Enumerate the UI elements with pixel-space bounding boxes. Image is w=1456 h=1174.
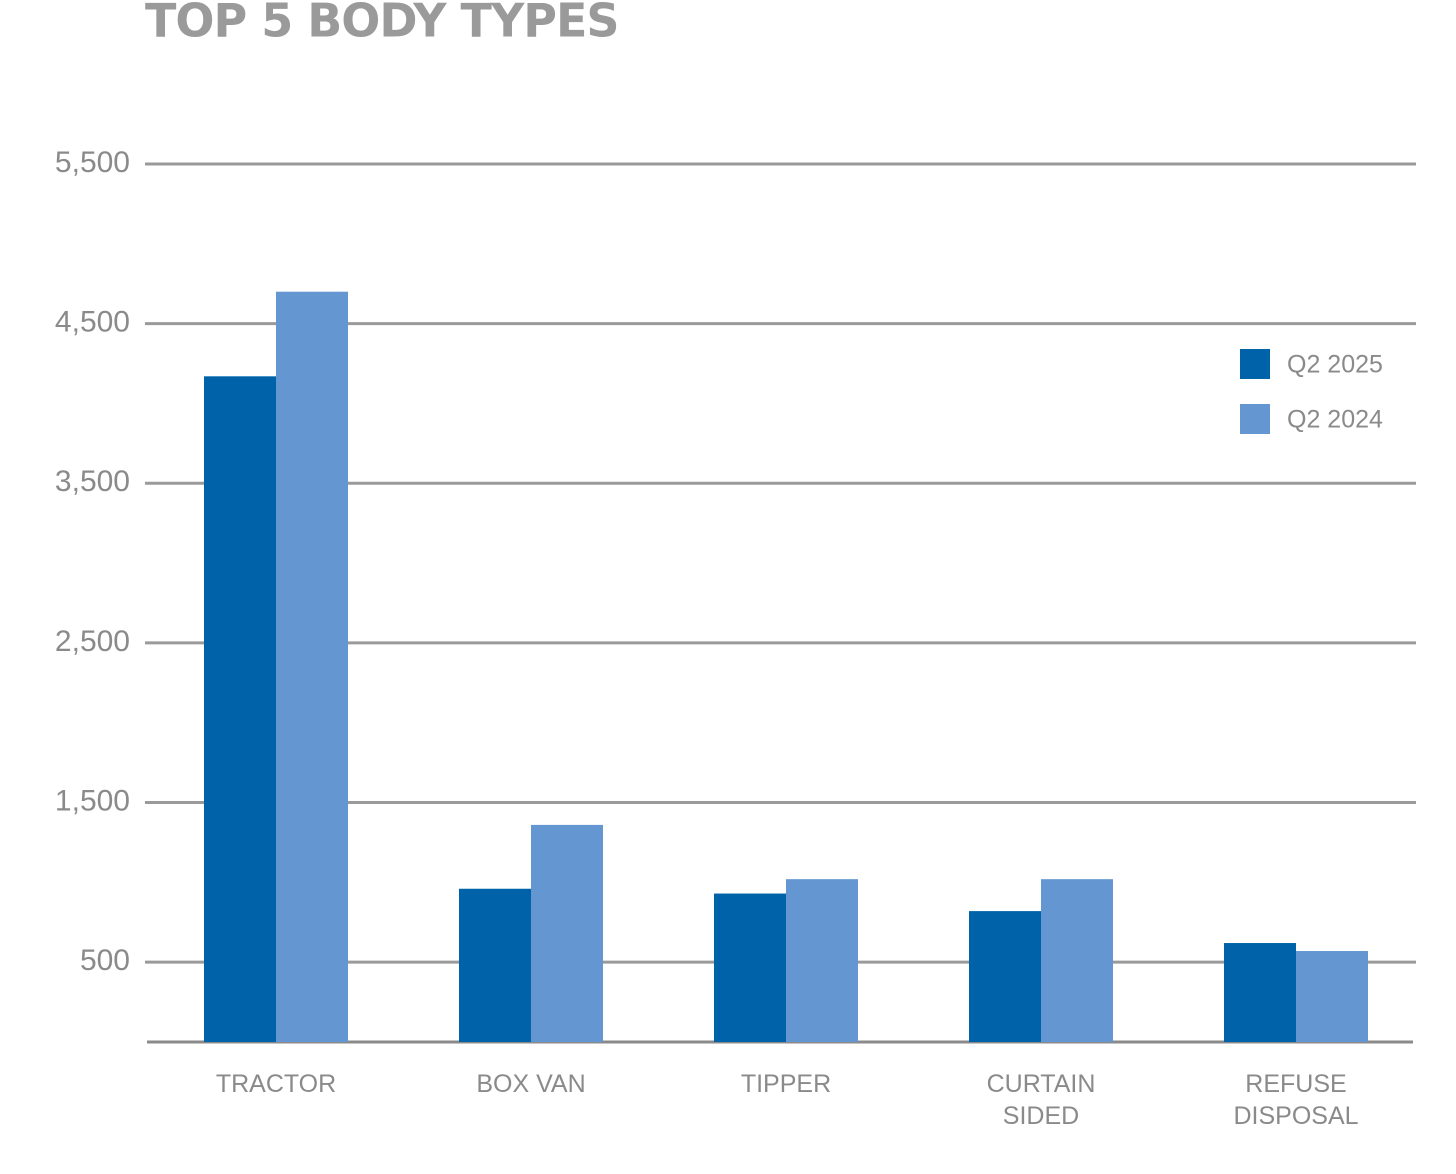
- bar: [786, 879, 858, 1042]
- bar: [531, 824, 603, 1042]
- x-tick-label: TRACTOR: [215, 1070, 337, 1098]
- y-tick-label: 5,500: [55, 146, 130, 179]
- bar: [1041, 879, 1113, 1042]
- bar: [1224, 943, 1296, 1042]
- legend-swatch: [1240, 404, 1270, 434]
- bar: [204, 376, 276, 1042]
- y-tick-label: 3,500: [55, 465, 130, 498]
- legend-label: Q2 2025: [1287, 351, 1383, 379]
- y-tick-label: 500: [80, 944, 130, 977]
- y-tick-label: 2,500: [55, 625, 130, 658]
- y-tick-label: 1,500: [55, 784, 130, 817]
- y-tick-label: 4,500: [55, 306, 130, 339]
- bar: [1296, 951, 1368, 1042]
- x-tick-label: REFUSE DISPOSAL: [1233, 1070, 1359, 1130]
- chart-title: TOP 5 BODY TYPES: [145, 0, 619, 48]
- legend-label: Q2 2024: [1287, 406, 1383, 434]
- x-tick-label: TIPPER: [740, 1070, 832, 1098]
- x-tick-label: BOX VAN: [476, 1070, 586, 1098]
- bar: [459, 888, 531, 1042]
- bar: [276, 291, 348, 1042]
- bar: [714, 893, 786, 1042]
- x-tick-label: CURTAIN SIDED: [986, 1070, 1096, 1130]
- bar: [969, 911, 1041, 1042]
- legend-swatch: [1240, 349, 1270, 379]
